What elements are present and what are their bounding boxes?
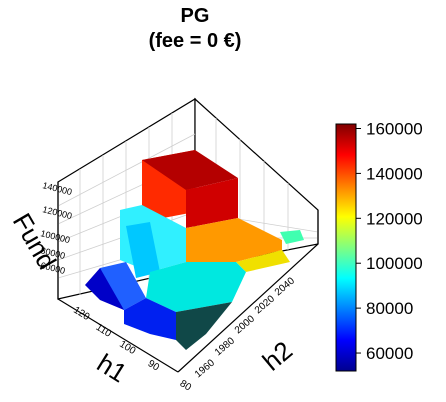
- y-tick-label: 1980: [213, 335, 237, 358]
- x-tick-label: 110: [94, 322, 114, 340]
- colorbar-tick-label: 100000: [366, 254, 423, 273]
- y-axis-label: h2: [257, 335, 298, 377]
- y-tick-label: 2000: [233, 313, 257, 336]
- box-front-edges: [57, 182, 319, 373]
- colorbar-tick-label: 60000: [366, 344, 413, 363]
- block-front-teal: [146, 262, 246, 312]
- chart-subtitle: (fee = 0 €): [148, 30, 242, 52]
- block-mid-yellow: [236, 250, 290, 272]
- colorbar: [335, 123, 357, 372]
- block-front-blue: [124, 298, 176, 340]
- block-front-dark: [176, 302, 232, 350]
- colorbar-ticks: 60000 80000 100000 120000 140000 160000: [356, 119, 423, 363]
- chart-title: PG: [180, 5, 210, 27]
- colorbar-tick-label: 80000: [366, 299, 413, 318]
- y-tick-label: 2040: [273, 275, 297, 298]
- y-tick-label: 1960: [193, 357, 217, 380]
- surface-blocks: [85, 150, 304, 350]
- block-left-blue: [126, 222, 160, 278]
- colorbar-tick-label: 140000: [366, 164, 423, 183]
- block-front-navy: [85, 268, 124, 310]
- x-tick-label: 120: [71, 305, 91, 323]
- y-tick-label: 2020: [253, 293, 277, 316]
- block-top-high-lid: [142, 150, 238, 190]
- x-tick-label: 80: [178, 378, 194, 393]
- block-mid-green: [280, 230, 304, 244]
- colorbar-tick-label: 160000: [366, 119, 423, 138]
- colorbar-tick-label: 120000: [366, 209, 423, 228]
- x-axis-label: h1: [92, 348, 132, 389]
- block-mid-orange: [186, 218, 282, 262]
- block-top-high-face: [186, 178, 238, 228]
